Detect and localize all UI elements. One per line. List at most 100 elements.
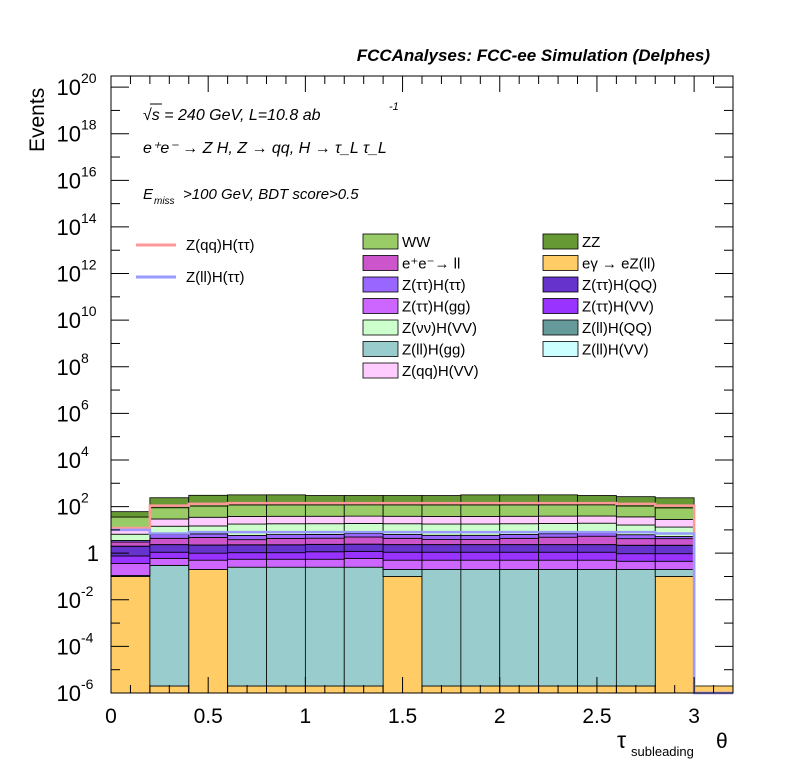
bar [577,569,617,687]
y-tick-exp: -2 [81,583,94,599]
bar [110,555,151,564]
legend-entry: eγ → eZ(ll) [542,255,655,273]
legend-swatch [542,276,579,293]
bar [227,539,267,546]
bar [615,569,656,687]
legend-label: Z(ll)H(ττ) [186,269,245,286]
y-tick-label: 10 -4 [57,629,94,659]
y-tick-base: 10 [57,495,81,520]
bar [266,515,306,525]
bar [227,504,267,517]
bar [343,533,384,538]
x-axis-label-tail: θ [716,730,728,753]
bar [304,537,345,545]
bar [382,504,423,517]
legend-swatch [362,276,399,293]
bar [227,516,267,525]
y-tick-base: 10 [57,308,81,333]
bar [188,552,229,561]
bar [615,534,656,540]
y-tick-label: 10 12 [57,257,97,287]
legend-swatch [542,341,579,357]
y-axis-label: Events [26,88,49,152]
bar [577,515,617,524]
bar [654,553,695,562]
bar [499,515,540,525]
bar [460,504,501,517]
bar [421,559,462,570]
bar [499,504,540,517]
bar [188,533,229,538]
bar [149,507,190,520]
bar [654,560,695,570]
bar [304,515,345,525]
bar [615,553,656,562]
y-tick-base: 10 [57,448,81,473]
legend-entry: e⁺e⁻→ ll [362,255,460,273]
y-tick-base: 10 [57,634,81,659]
y-tick-label: 10 4 [57,443,89,473]
x-tick-label: 1 [300,705,312,728]
bar [460,544,501,553]
legend-entry: Z(νν)H(VV) [362,319,477,337]
bar [304,504,345,517]
legend-label: Z(ττ)H(QQ) [582,277,657,294]
legend-entry: Z(qq)H(VV) [362,362,479,380]
annotation-cut: E miss >100 GeV, BDT score>0.5 [143,186,359,207]
bar [654,545,695,555]
bar [343,550,384,559]
bar [421,534,462,540]
energy-text: √s = 240 GeV, L=10.8 ab [143,107,321,124]
bar [421,523,462,536]
y-tick-label: 10 10 [57,303,97,333]
bar [227,566,267,687]
cut-E: E [143,186,154,203]
bar [421,516,462,525]
bar [188,559,229,570]
bar [304,558,345,568]
bar [577,535,617,545]
cut-rest: >100 GeV, BDT score>0.5 [183,186,359,203]
bar [149,557,190,566]
x-tick-label: 1.5 [388,705,417,728]
bar [343,543,384,552]
legend-swatch [542,298,579,314]
bar [110,533,151,541]
bar [266,504,306,517]
line-series-0 [111,501,733,695]
bar [421,569,462,687]
bar [421,539,462,545]
y-tick-exp: 10 [81,303,97,319]
bar [188,516,229,527]
y-tick-exp: 2 [81,490,89,506]
bar [266,534,306,539]
y-tick-base: 10 [57,75,81,100]
series-8 [110,532,695,543]
y-tick-exp: 14 [81,210,97,226]
legend-swatch [542,319,579,336]
signal-lines [111,501,733,695]
x-tick-label: 3 [688,705,700,728]
bar [615,516,656,526]
bar [149,544,190,553]
bar [227,544,267,554]
y-tick-label: 10 -6 [57,676,94,706]
x-tick-label: 2.5 [582,705,611,728]
legend-entry: Z(ττ)H(ττ) [362,276,466,294]
bar [188,544,229,554]
bar [227,552,267,560]
bar [149,551,190,559]
bar [615,545,656,555]
y-tick-exp: 4 [81,443,89,459]
bar [654,576,695,694]
legend-swatch [542,233,579,250]
y-tick-label: 10 16 [57,163,97,193]
line-series-1 [111,528,733,695]
bar [266,552,306,560]
y-tick-exp: -6 [81,676,94,692]
bar [149,534,190,539]
bar [266,538,306,546]
y-tick-exp: -4 [81,629,94,645]
legend-entry: Z(ll)H(gg) [362,341,465,359]
